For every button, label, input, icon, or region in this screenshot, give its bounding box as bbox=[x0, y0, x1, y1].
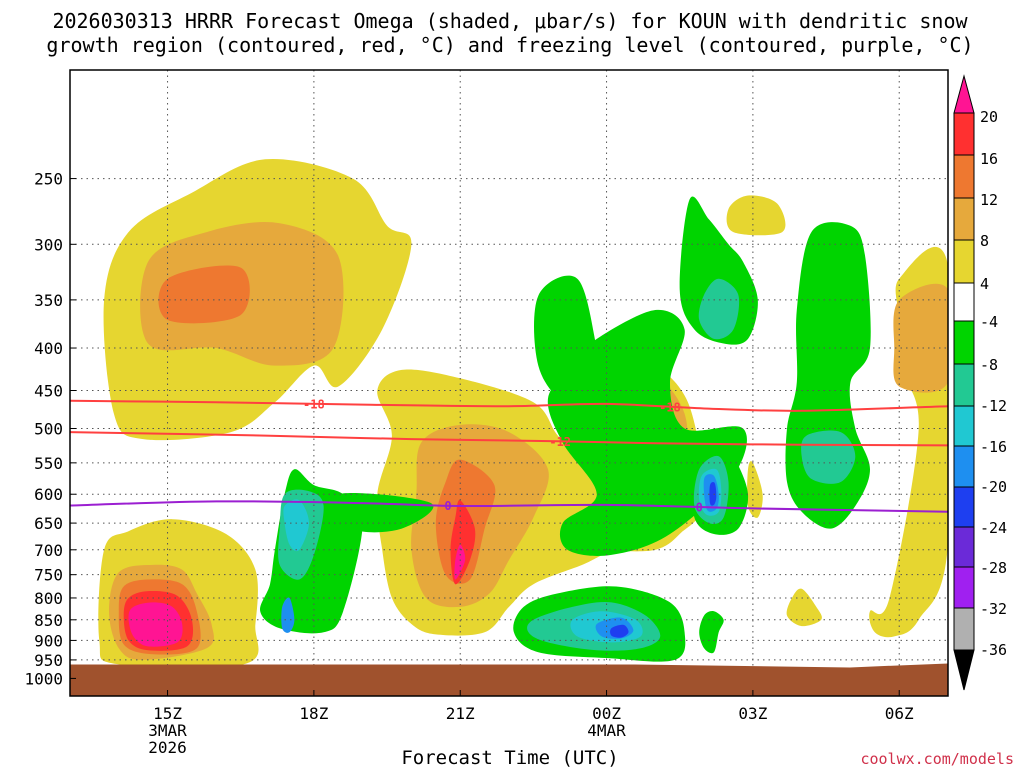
colorbar-band-12 bbox=[953, 607, 975, 651]
omega-region-21 bbox=[747, 461, 763, 518]
x-tick-sublabel-15Z: 3MAR bbox=[148, 721, 187, 740]
y-tick-label-950: 950 bbox=[34, 651, 63, 670]
freezing-contour-line bbox=[70, 500, 948, 513]
colorbar-label-10: -24 bbox=[980, 519, 1007, 537]
colorbar-band-10 bbox=[953, 526, 975, 568]
colorbar-label-1: 16 bbox=[980, 150, 998, 168]
x-axis-title: Forecast Time (UTC) bbox=[401, 747, 618, 768]
credit-text: coolwx.com/models bbox=[860, 750, 1014, 768]
colorbar-band-8 bbox=[953, 445, 975, 488]
colorbar-label-5: -4 bbox=[980, 313, 998, 331]
x-tick-label-03Z: 03Z bbox=[738, 704, 767, 723]
colorbar-bottom-arrow bbox=[953, 649, 975, 691]
y-tick-label-550: 550 bbox=[34, 454, 63, 473]
chart-title-line1: 2026030313 HRRR Forecast Omega (shaded, … bbox=[52, 9, 968, 33]
omega-region-20 bbox=[893, 283, 948, 393]
omega-region-43 bbox=[709, 482, 717, 506]
colorbar-band-5 bbox=[953, 320, 975, 365]
colorbar-band-0 bbox=[953, 112, 975, 156]
colorbar-band-3 bbox=[953, 239, 975, 284]
freezing-contour-label-0: 0 bbox=[444, 499, 451, 513]
omega-region-39 bbox=[281, 597, 295, 633]
x-tick-year-15Z: 2026 bbox=[148, 738, 187, 757]
y-tick-label-300: 300 bbox=[34, 235, 63, 254]
colorbar-label-3: 8 bbox=[980, 232, 989, 250]
omega-region-36 bbox=[283, 499, 309, 552]
y-tick-label-1000: 1000 bbox=[24, 669, 63, 688]
colorbar-band-1 bbox=[953, 154, 975, 199]
y-tick-label-750: 750 bbox=[34, 566, 63, 585]
y-tick-label-650: 650 bbox=[34, 514, 63, 533]
colorbar-label-9: -20 bbox=[980, 478, 1007, 496]
chart-title-line2: growth region (contoured, red, °C) and f… bbox=[46, 33, 973, 57]
colorbar-band-2 bbox=[953, 197, 975, 241]
y-tick-label-850: 850 bbox=[34, 611, 63, 630]
dgz-contour-1-label-0: -12 bbox=[549, 435, 571, 449]
colorbar-band-9 bbox=[953, 486, 975, 528]
colorbar-label-7: -12 bbox=[980, 397, 1007, 415]
y-tick-label-700: 700 bbox=[34, 541, 63, 560]
y-tick-label-250: 250 bbox=[34, 170, 63, 189]
colorbar-label-12: -32 bbox=[980, 600, 1007, 618]
y-tick-label-500: 500 bbox=[34, 419, 63, 438]
omega-region-18 bbox=[786, 588, 822, 627]
omega-region-32 bbox=[801, 430, 856, 484]
colorbar-band-11 bbox=[953, 566, 975, 609]
colorbar-band-6 bbox=[953, 363, 975, 407]
colorbar-label-13: -36 bbox=[980, 641, 1007, 659]
colorbar-label-0: 20 bbox=[980, 108, 998, 126]
colorbar-label-6: -8 bbox=[980, 356, 998, 374]
x-tick-label-06Z: 06Z bbox=[885, 704, 914, 723]
y-tick-label-450: 450 bbox=[34, 381, 63, 400]
plot-area: -18 -18 -12 0 0 bbox=[70, 70, 948, 696]
x-tick-sublabel-00Z: 4MAR bbox=[587, 721, 626, 740]
ground-surface bbox=[70, 663, 948, 696]
y-tick-label-400: 400 bbox=[34, 339, 63, 358]
dgz-contour-1-line bbox=[70, 431, 948, 447]
omega-region-7 bbox=[454, 544, 466, 580]
x-tick-label-18Z: 18Z bbox=[299, 704, 328, 723]
colorbar-band-7 bbox=[953, 405, 975, 447]
y-tick-label-350: 350 bbox=[34, 291, 63, 310]
omega-region-16 bbox=[128, 602, 183, 647]
dgz-contour-0-line bbox=[70, 399, 948, 412]
y-tick-label-600: 600 bbox=[34, 485, 63, 504]
colorbar-top-arrow bbox=[953, 74, 975, 114]
colorbar-label-2: 12 bbox=[980, 191, 998, 209]
omega-region-31 bbox=[698, 278, 740, 340]
y-tick-label-900: 900 bbox=[34, 631, 63, 650]
y-tick-label-800: 800 bbox=[34, 589, 63, 608]
dgz-contour-0-label-1: -18 bbox=[659, 400, 681, 414]
omega-region-2 bbox=[158, 265, 250, 324]
colorbar-label-4: 4 bbox=[980, 275, 989, 293]
x-tick-label-21Z: 21Z bbox=[446, 704, 475, 723]
dgz-contour-0-label-0: -18 bbox=[303, 397, 325, 411]
omega-region-30 bbox=[699, 611, 724, 654]
x-tick-label-15Z: 15Z bbox=[153, 704, 182, 723]
colorbar-label-8: -16 bbox=[980, 438, 1007, 456]
colorbar-band-4 bbox=[953, 282, 975, 322]
freezing-contour-label-1: 0 bbox=[696, 501, 703, 515]
omega-region-42 bbox=[610, 624, 629, 638]
plot-border bbox=[69, 69, 949, 697]
x-tick-label-00Z: 00Z bbox=[592, 704, 621, 723]
omega-region-25 bbox=[534, 275, 608, 418]
omega-region-17 bbox=[726, 195, 786, 236]
colorbar-label-11: -28 bbox=[980, 559, 1007, 577]
